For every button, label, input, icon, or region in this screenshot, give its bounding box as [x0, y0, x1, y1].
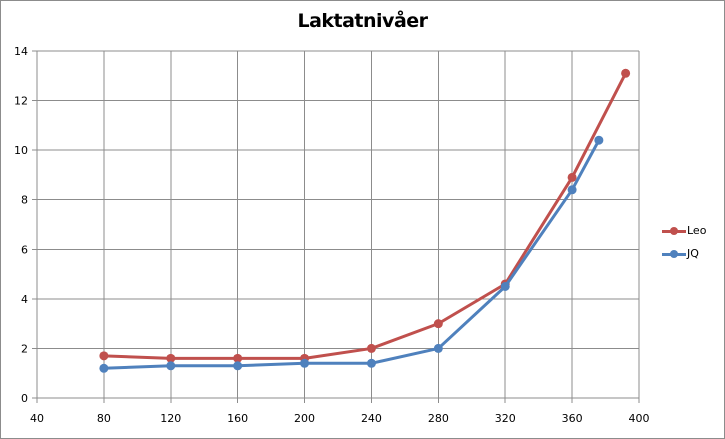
y-tick-label: 2 [21, 342, 28, 355]
legend: Leo JQ [662, 219, 706, 265]
data-point [99, 363, 109, 373]
legend-item-leo: Leo [662, 219, 706, 242]
y-tick-label: 0 [21, 392, 28, 405]
data-point [433, 319, 443, 329]
data-point [233, 353, 243, 363]
series-line [103, 72, 627, 360]
y-tick-label: 8 [21, 194, 28, 207]
y-tick-label: 12 [14, 95, 28, 108]
data-point [166, 361, 176, 371]
x-tick-label: 160 [227, 412, 248, 425]
x-tick-label: 200 [294, 412, 315, 425]
y-tick-label: 14 [14, 45, 28, 58]
y-tick-label: 6 [21, 243, 28, 256]
legend-item-jq: JQ [662, 242, 706, 265]
y-tick-label: 4 [21, 293, 28, 306]
x-tick-label: 120 [160, 412, 181, 425]
data-point [166, 353, 176, 363]
data-point [366, 358, 376, 368]
data-point [366, 343, 376, 353]
legend-label: Leo [687, 224, 707, 237]
data-point [433, 343, 443, 353]
x-tick-label: 240 [361, 412, 382, 425]
legend-label: JQ [687, 247, 699, 260]
x-tick-label: 280 [428, 412, 449, 425]
x-tick-label: 320 [495, 412, 516, 425]
data-point [567, 172, 577, 182]
data-point [567, 185, 577, 195]
y-tick-label: 10 [14, 144, 28, 157]
legend-marker-icon [662, 249, 686, 258]
data-point [500, 281, 510, 291]
legend-marker-icon [662, 226, 686, 235]
x-tick-label: 80 [97, 412, 111, 425]
data-point [594, 135, 604, 145]
data-point [300, 358, 310, 368]
chart-title: Laktatnivåer [297, 10, 428, 32]
data-point [621, 68, 631, 78]
data-point [233, 361, 243, 371]
x-tick-label: 360 [562, 412, 583, 425]
data-point [99, 351, 109, 361]
x-tick-label: 40 [30, 412, 44, 425]
x-tick-label: 400 [629, 412, 650, 425]
